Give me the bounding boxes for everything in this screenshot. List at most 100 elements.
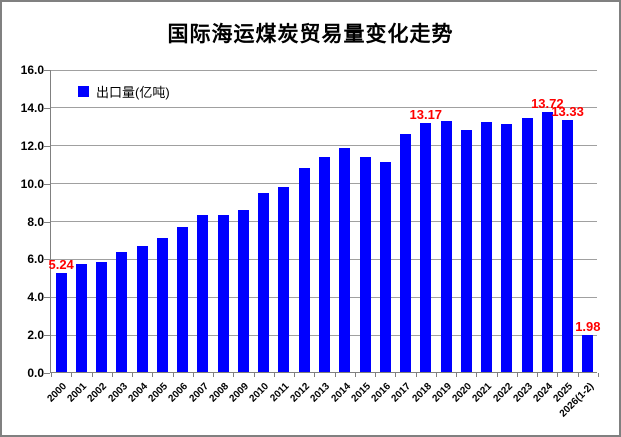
y-axis-tick-label: 6.0 (27, 252, 44, 267)
gridline (51, 107, 597, 109)
y-axis-tick (44, 373, 50, 374)
x-axis-tick-label: 2020 (450, 381, 475, 405)
bar (278, 187, 290, 372)
bar (460, 129, 472, 372)
legend-label: 出口量(亿吨) (96, 85, 170, 100)
x-axis-tick-label: 2008 (207, 381, 231, 405)
x-axis-tick-label: 2019 (430, 381, 454, 405)
y-axis-tick (44, 145, 50, 147)
x-axis-tick-label: 2009 (227, 381, 252, 405)
y-axis-tick (44, 107, 50, 109)
bar (217, 215, 229, 372)
x-axis-tick-label: 2006 (166, 381, 191, 405)
x-axis-tick (375, 373, 377, 377)
x-axis-tick (233, 373, 235, 377)
x-axis-tick-label: 2016 (369, 381, 394, 405)
x-axis-tick (294, 373, 296, 377)
data-label: 13.33 (551, 103, 584, 119)
x-axis-tick (334, 373, 336, 377)
bar (339, 147, 351, 372)
plot-area: 5.24 13.17 13.72 13.33 1.98 (48, 69, 601, 377)
x-axis-tick-label: 2012 (288, 381, 313, 405)
y-axis-tick-label: 8.0 (27, 214, 44, 229)
x-axis-tick (496, 373, 498, 377)
y-axis-tick (44, 335, 50, 337)
data-label: 13.17 (409, 106, 443, 122)
x-axis-tick (395, 373, 397, 377)
x-axis-tick-label: 2018 (410, 381, 434, 405)
x-axis-tick (476, 373, 478, 377)
y-axis-tick-label: 14.0 (20, 100, 44, 115)
gridline (51, 145, 597, 147)
x-axis-tick-label: 2013 (308, 381, 333, 405)
x-axis-tick-label: 2023 (511, 381, 535, 405)
x-axis-tick-label: 2024 (531, 381, 556, 405)
x-axis-tick-label: 2002 (85, 381, 110, 405)
x-axis-tick (213, 373, 215, 377)
bar (440, 121, 452, 372)
x-axis-tick (192, 373, 194, 377)
x-axis-tick-label: 2003 (106, 381, 130, 405)
x-axis-tick (132, 373, 134, 377)
chart-title: 国际海运煤炭贸易量变化走势 (167, 23, 454, 46)
bar (481, 121, 493, 372)
bar (319, 157, 330, 372)
x-axis-tick (415, 373, 417, 377)
x-axis-tick (172, 373, 174, 377)
bar (400, 134, 412, 372)
y-axis-tick-label: 16.0 (20, 63, 44, 77)
x-axis-tick (435, 373, 437, 377)
x-axis-tick (273, 373, 275, 377)
bar (298, 167, 310, 372)
x-axis-tick-label: 2011 (268, 381, 292, 405)
x-axis-tick (152, 373, 154, 377)
bar (258, 193, 270, 372)
x-axis-tick (354, 373, 356, 377)
x-axis-tick-label: 2005 (146, 381, 171, 405)
y-axis-tick (44, 183, 50, 185)
y-axis-tick (44, 297, 50, 299)
y-axis-tick-label: 4.0 (27, 290, 44, 305)
bar (136, 246, 148, 372)
bar (562, 119, 574, 372)
x-axis-tick-label: 2022 (491, 381, 515, 405)
x-axis-tick-label: 2004 (126, 381, 150, 405)
legend: 出口量(亿吨) (78, 82, 170, 101)
bar (197, 214, 209, 372)
x-axis-tick (557, 373, 559, 377)
legend-swatch-icon (78, 86, 89, 97)
x-axis-tick-label: 2000 (45, 381, 69, 405)
bar (521, 118, 533, 372)
x-axis-tick-label: 2010 (248, 381, 272, 405)
x-axis-tick (577, 373, 579, 377)
y-axis-tick-label: 0.0 (27, 366, 44, 380)
y-axis-tick-label: 12.0 (20, 138, 44, 153)
bar (359, 157, 371, 372)
x-axis-tick-label: 2014 (329, 381, 353, 405)
gridline (51, 69, 597, 71)
bar (420, 122, 432, 372)
x-axis-tick (516, 373, 518, 377)
bar (237, 209, 249, 372)
bar (501, 123, 513, 372)
y-axis-tick (44, 221, 50, 223)
y-axis-tick (44, 70, 50, 71)
data-label: 1.98 (575, 318, 601, 334)
x-axis-tick (598, 373, 599, 377)
data-label: 5.24 (48, 256, 74, 272)
x-axis-tick (537, 373, 539, 377)
x-axis-tick-label: 2007 (187, 381, 211, 405)
x-axis-tick-label: 2021 (470, 381, 495, 405)
x-axis-tick (111, 373, 113, 377)
bar (55, 272, 67, 372)
x-axis-tick (71, 373, 73, 377)
x-axis-tick (91, 373, 93, 377)
y-axis-tick-label: 10.0 (20, 176, 44, 191)
bar (96, 262, 108, 372)
bar (177, 226, 189, 372)
x-axis-tick (314, 373, 316, 377)
x-axis-tick-label: 2015 (349, 381, 373, 405)
y-axis-tick-label: 2.0 (27, 328, 44, 343)
bar (116, 251, 128, 372)
